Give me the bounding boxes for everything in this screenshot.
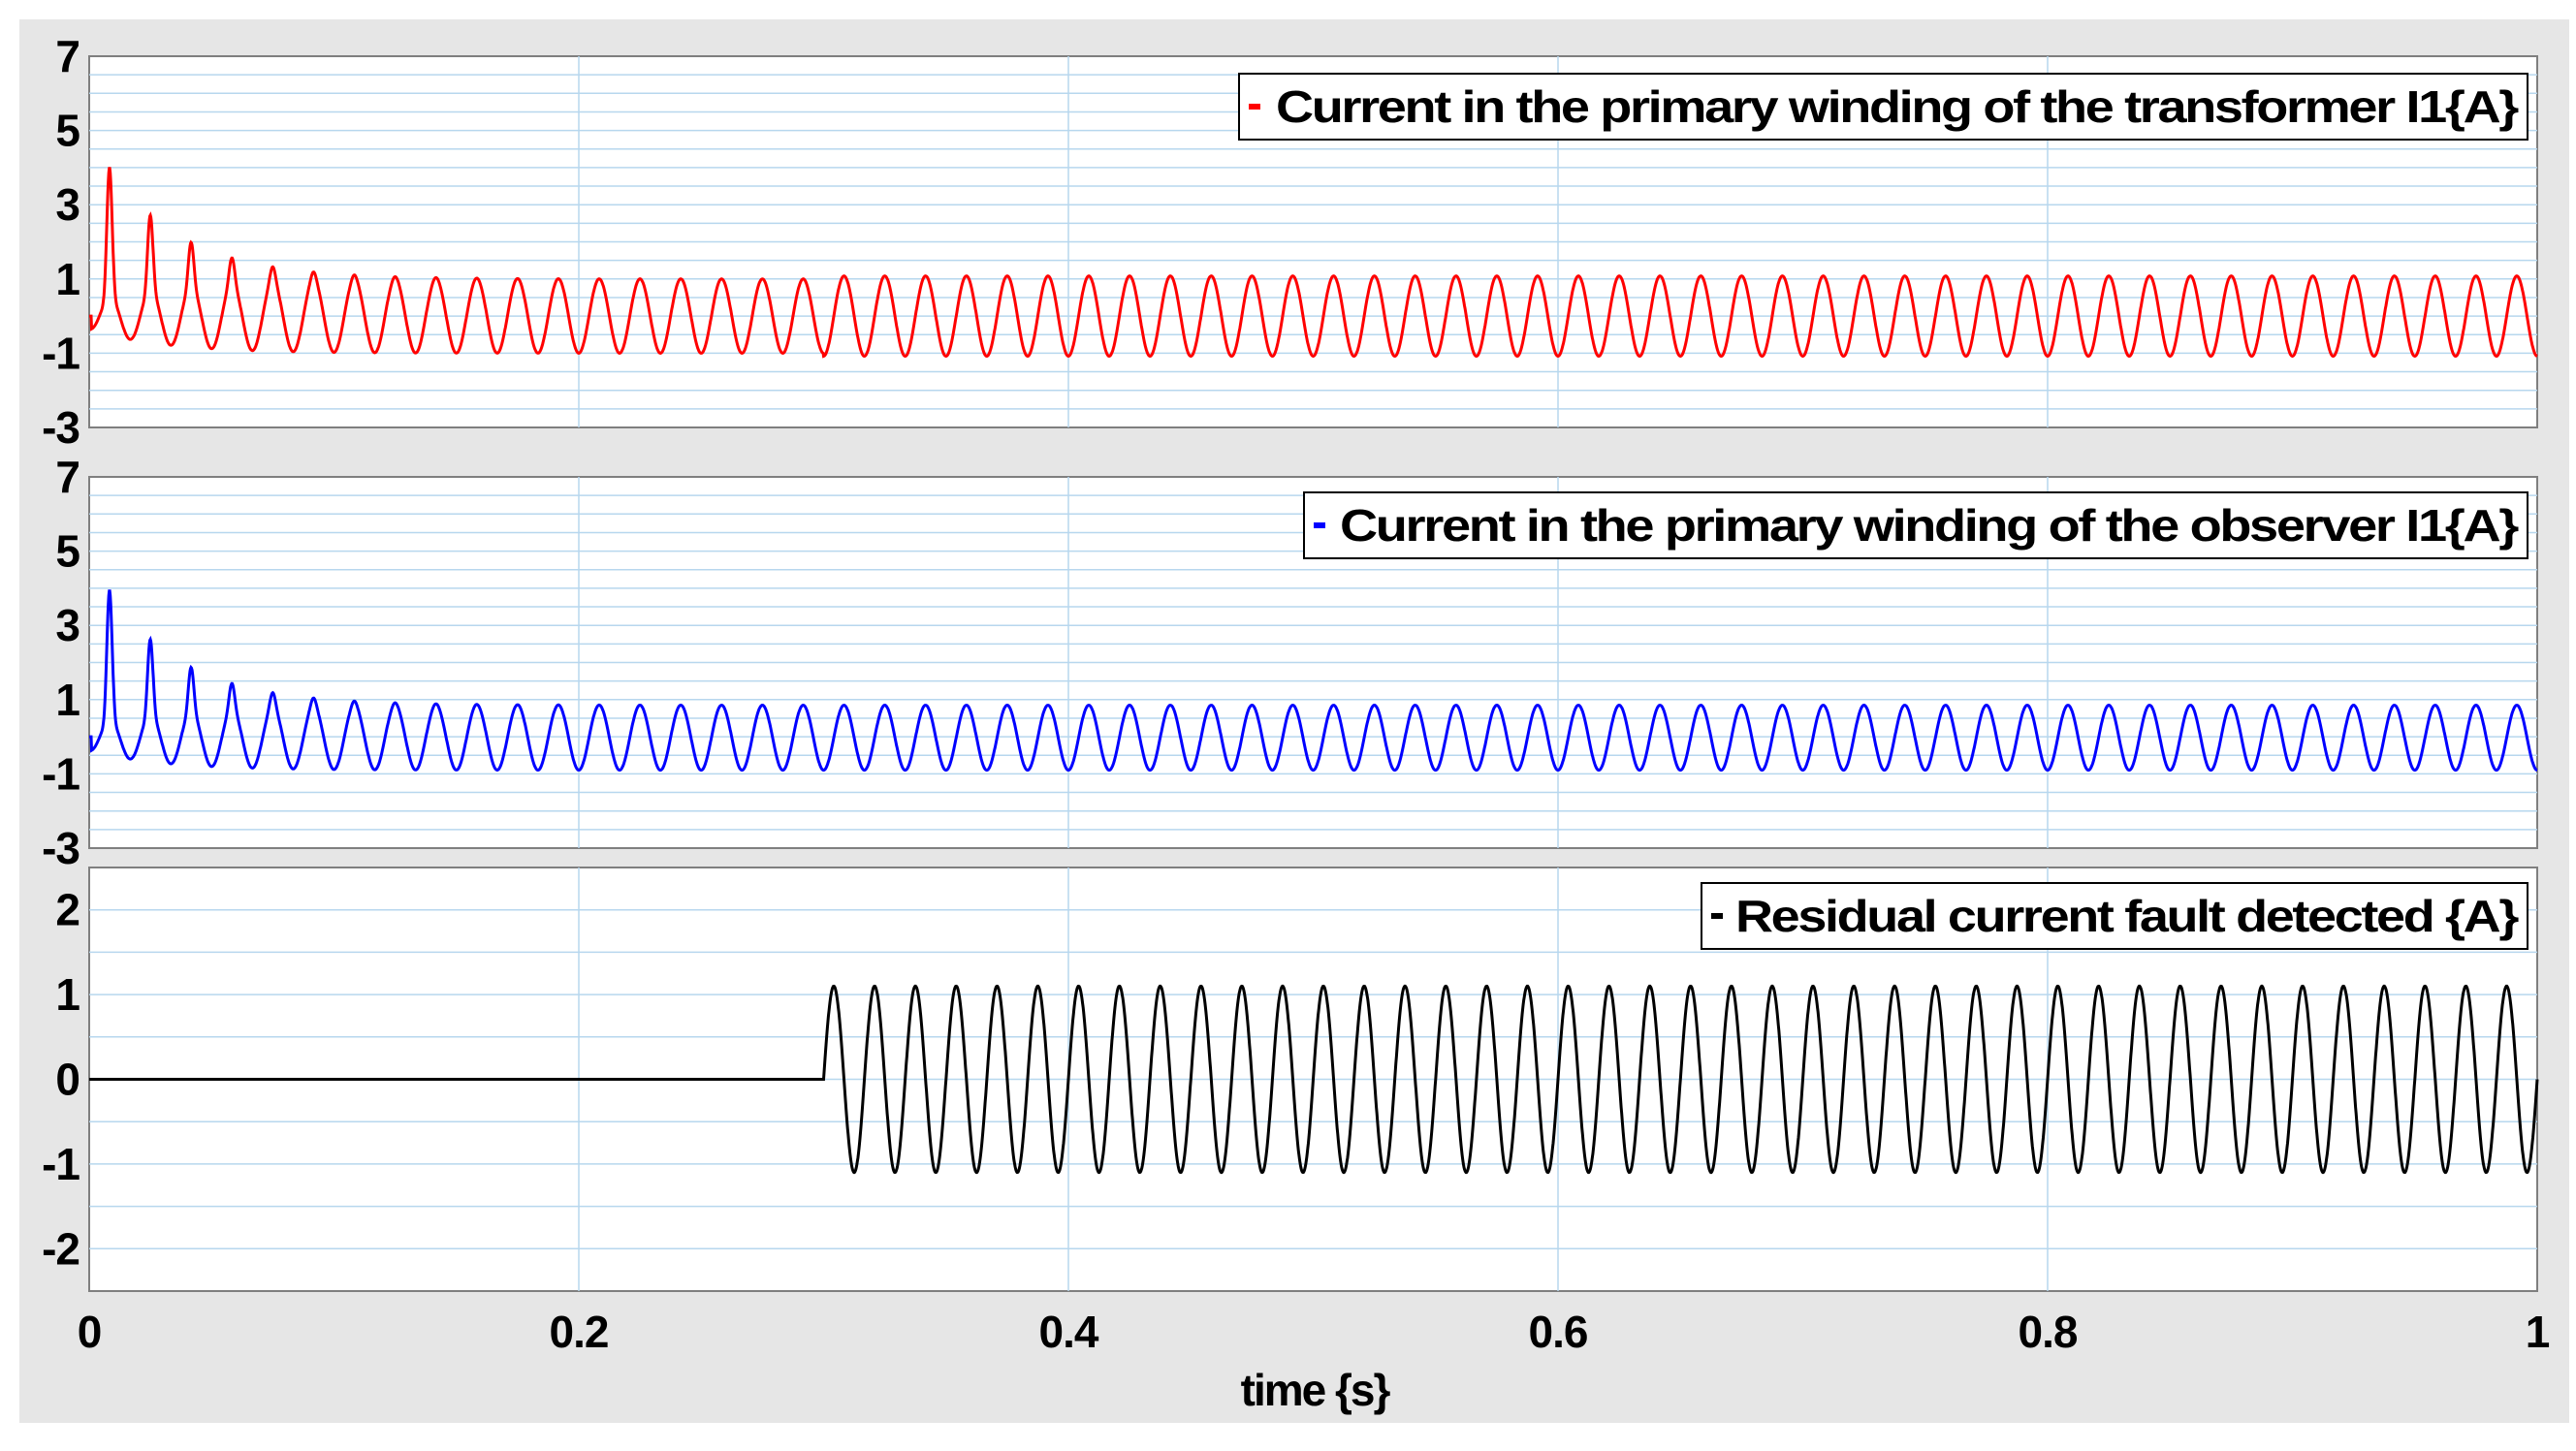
y-tick-label: -2 (42, 1223, 80, 1274)
y-ticks: 2 1 0 -1 -2 (42, 885, 80, 1275)
y-tick-label: -1 (42, 1139, 80, 1189)
legend-box (1303, 491, 2528, 559)
x-tick-label: 1 (2526, 1307, 2550, 1357)
x-tick-label: 0.6 (1529, 1307, 1588, 1357)
legend: Residual current fault detected {A} (1701, 882, 2528, 950)
legend-label: Residual current fault detected {A} (1735, 891, 2519, 941)
x-tick-label: 0.2 (550, 1307, 609, 1357)
series-line-residual-current (89, 984, 2539, 1175)
legend-label: Current in the primary winding of the ob… (1340, 500, 2519, 551)
y-tick-label: 2 (55, 885, 80, 935)
x-tick-label: 0.8 (2019, 1307, 2078, 1357)
y-tick-label: 5 (55, 526, 80, 577)
y-tick-label: 5 (55, 106, 80, 156)
panel-observer-current: 7 5 3 1 -1 -3 Current in the primary winding … (42, 452, 2538, 873)
y-tick-label: -1 (42, 748, 80, 799)
x-axis-label: time {s} (1241, 1365, 1391, 1415)
y-ticks: 7 5 3 1 -1 -3 (42, 452, 80, 873)
y-tick-label: 7 (55, 31, 80, 81)
y-tick-label: -3 (42, 823, 80, 873)
series-line-transformer-current (89, 167, 2538, 359)
y-tick-label: 3 (55, 600, 80, 650)
y-tick-label: 7 (55, 452, 80, 502)
x-ticks: 0 0.2 0.4 0.6 0.8 1 (78, 1307, 2551, 1357)
y-tick-label: 1 (55, 969, 80, 1020)
legend-label: Current in the primary winding of the tr… (1276, 81, 2519, 132)
legend: Current in the primary winding of the ob… (1303, 491, 2528, 559)
y-tick-label: 1 (55, 254, 80, 304)
y-tick-label: 1 (55, 675, 80, 725)
legend-box (1238, 73, 2528, 141)
y-tick-label: -3 (42, 402, 80, 453)
y-tick-label: 0 (55, 1055, 80, 1105)
y-ticks: 7 5 3 1 -1 -3 (42, 31, 80, 453)
y-tick-label: -1 (42, 328, 80, 378)
panel-residual-current: 2 1 0 -1 -2 Residual current fault detected … (42, 867, 2539, 1292)
x-tick-label: 0 (78, 1307, 102, 1357)
series-line-observer-current (89, 589, 2538, 773)
y-tick-label: 3 (55, 179, 80, 230)
legend-box (1701, 882, 2528, 950)
panel-transformer-current: 7 5 3 1 -1 -3 Current in the primary winding … (42, 31, 2538, 453)
grid (89, 477, 2537, 848)
legend: Current in the primary winding of the tr… (1238, 73, 2528, 141)
x-tick-label: 0.4 (1039, 1307, 1099, 1357)
